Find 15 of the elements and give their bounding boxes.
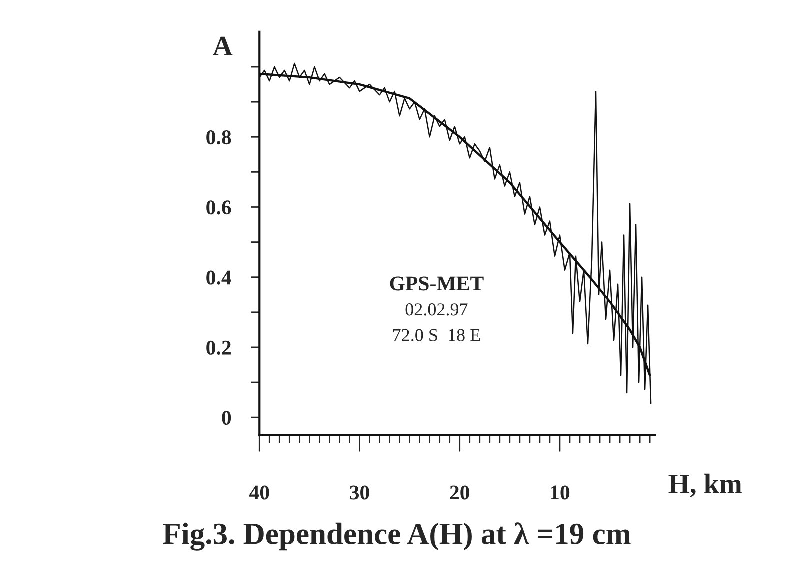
x-tick-label: 10 <box>551 486 570 500</box>
annotation: 72.0 S 18 E <box>394 329 480 342</box>
text: Fig.3. Dependence A(H) at λ =19 cm <box>163 522 631 551</box>
y-tick-label: 0.4 <box>206 270 232 285</box>
y-axis-title: A <box>213 36 233 56</box>
annotation: 02.02.97 <box>406 304 468 316</box>
x-axis-title: H, km <box>668 474 742 498</box>
y-tick-label: 0.2 <box>206 340 231 355</box>
y-tick-label: 0.8 <box>206 130 232 145</box>
x-tick-label: 20 <box>450 486 470 500</box>
x-tick-label: 40 <box>250 486 270 500</box>
y-tick-label: 0.6 <box>206 200 232 215</box>
x-tick-label: 30 <box>350 486 370 500</box>
y-tick-label: 0 <box>222 410 232 426</box>
annotation: GPS-MET <box>390 276 484 291</box>
